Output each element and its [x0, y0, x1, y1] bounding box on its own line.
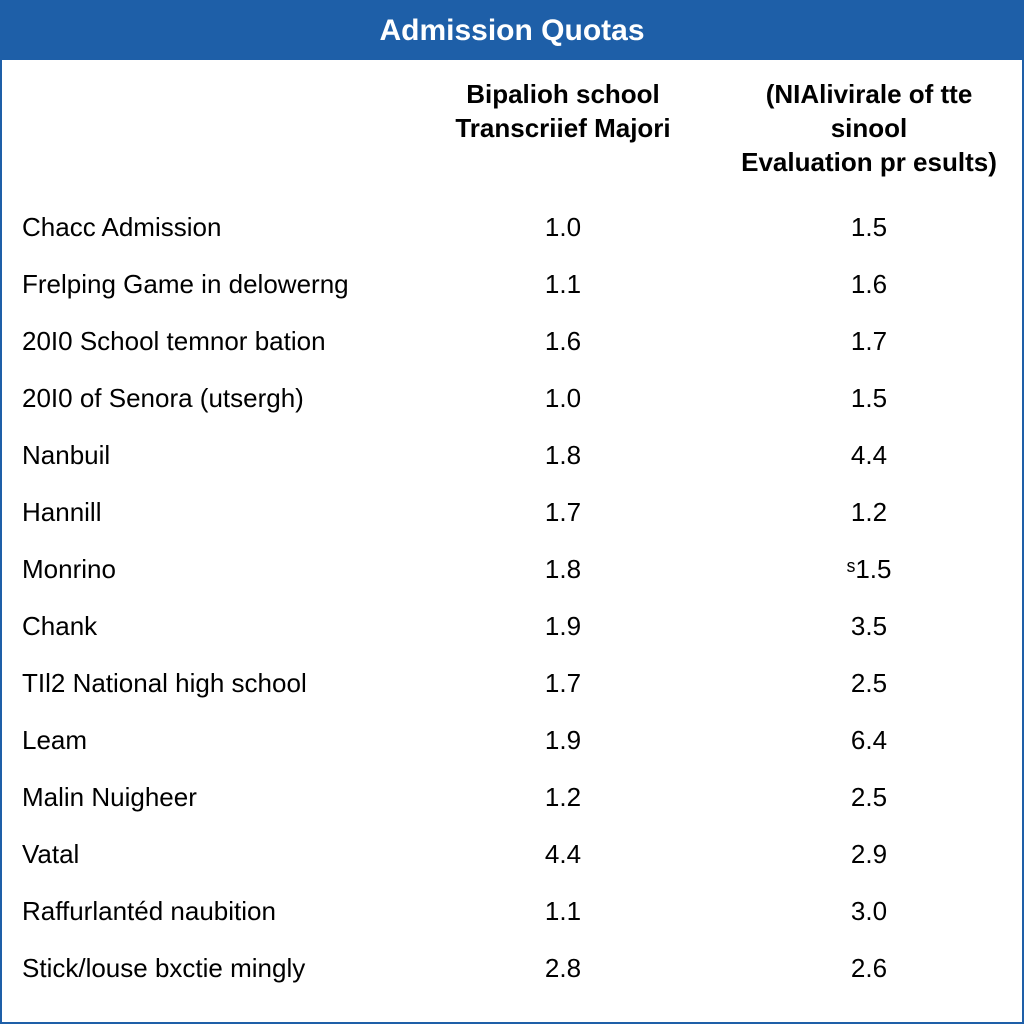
col3-line1: (NIAlivirale of tte sinool [766, 79, 973, 143]
row-value-1: 1.0 [410, 199, 716, 256]
quota-table-container: Admission Quotas Bipalioh school Transcr… [0, 0, 1024, 1024]
row-value-2: 3.5 [716, 598, 1022, 655]
table-row: Chank1.93.5 [2, 598, 1022, 655]
row-label: 20I0 of Senora (utsergh) [2, 370, 410, 427]
table-row: Leam1.96.4 [2, 712, 1022, 769]
row-value-1: 1.9 [410, 598, 716, 655]
row-value-2: ˢ1.5 [716, 541, 1022, 598]
row-label: Chank [2, 598, 410, 655]
row-label: Nanbuil [2, 427, 410, 484]
table-wrapper: Bipalioh school Transcriief Majori (NIAl… [2, 60, 1022, 997]
table-row: Frelping Game in delowerng1.11.6 [2, 256, 1022, 313]
row-value-2: 1.7 [716, 313, 1022, 370]
table-row: Monrino1.8ˢ1.5 [2, 541, 1022, 598]
row-value-1: 2.8 [410, 940, 716, 997]
admission-quotas-table: Bipalioh school Transcriief Majori (NIAl… [2, 60, 1022, 997]
col-header-evaluation: (NIAlivirale of tte sinool Evaluation pr… [716, 60, 1022, 199]
header-row: Bipalioh school Transcriief Majori (NIAl… [2, 60, 1022, 199]
row-label: Chacc Admission [2, 199, 410, 256]
row-label: Vatal [2, 826, 410, 883]
table-row: Malin Nuigheer1.22.5 [2, 769, 1022, 826]
row-label: Leam [2, 712, 410, 769]
table-row: Raffurlantéd naubition1.13.0 [2, 883, 1022, 940]
col3-line2: Evaluation pr esults) [741, 147, 997, 177]
row-value-2: 6.4 [716, 712, 1022, 769]
row-value-1: 1.9 [410, 712, 716, 769]
row-value-2: 2.5 [716, 655, 1022, 712]
table-row: Nanbuil1.84.4 [2, 427, 1022, 484]
col-header-category [2, 60, 410, 199]
table-row: 20I0 of Senora (utsergh)1.01.5 [2, 370, 1022, 427]
table-title: Admission Quotas [2, 2, 1022, 60]
row-value-2: 2.5 [716, 769, 1022, 826]
col2-line1: Bipalioh school [466, 79, 660, 109]
table-body: Chacc Admission1.01.5Frelping Game in de… [2, 199, 1022, 997]
row-value-2: 1.5 [716, 370, 1022, 427]
row-value-2: 1.2 [716, 484, 1022, 541]
row-value-1: 1.8 [410, 427, 716, 484]
row-label: Frelping Game in delowerng [2, 256, 410, 313]
row-value-1: 1.8 [410, 541, 716, 598]
row-value-1: 1.2 [410, 769, 716, 826]
row-value-2: 3.0 [716, 883, 1022, 940]
row-label: Raffurlantéd naubition [2, 883, 410, 940]
row-value-1: 4.4 [410, 826, 716, 883]
row-value-1: 1.0 [410, 370, 716, 427]
row-value-2: 1.6 [716, 256, 1022, 313]
row-value-1: 1.6 [410, 313, 716, 370]
table-row: Hannill1.71.2 [2, 484, 1022, 541]
row-value-2: 1.5 [716, 199, 1022, 256]
row-label: Hannill [2, 484, 410, 541]
row-value-1: 1.1 [410, 256, 716, 313]
row-label: TIl2 National high school [2, 655, 410, 712]
table-row: Stick/louse bxctie mingly2.82.6 [2, 940, 1022, 997]
table-row: 20I0 School temnor bation1.61.7 [2, 313, 1022, 370]
col2-line2: Transcriief Majori [455, 113, 670, 143]
row-value-2: 4.4 [716, 427, 1022, 484]
table-row: Chacc Admission1.01.5 [2, 199, 1022, 256]
row-value-1: 1.7 [410, 484, 716, 541]
row-value-1: 1.1 [410, 883, 716, 940]
row-value-1: 1.7 [410, 655, 716, 712]
table-row: TIl2 National high school1.72.5 [2, 655, 1022, 712]
table-row: Vatal4.42.9 [2, 826, 1022, 883]
col-header-transcript: Bipalioh school Transcriief Majori [410, 60, 716, 199]
row-label: Malin Nuigheer [2, 769, 410, 826]
row-value-2: 2.6 [716, 940, 1022, 997]
row-label: Monrino [2, 541, 410, 598]
row-value-2: 2.9 [716, 826, 1022, 883]
row-label: Stick/louse bxctie mingly [2, 940, 410, 997]
row-label: 20I0 School temnor bation [2, 313, 410, 370]
